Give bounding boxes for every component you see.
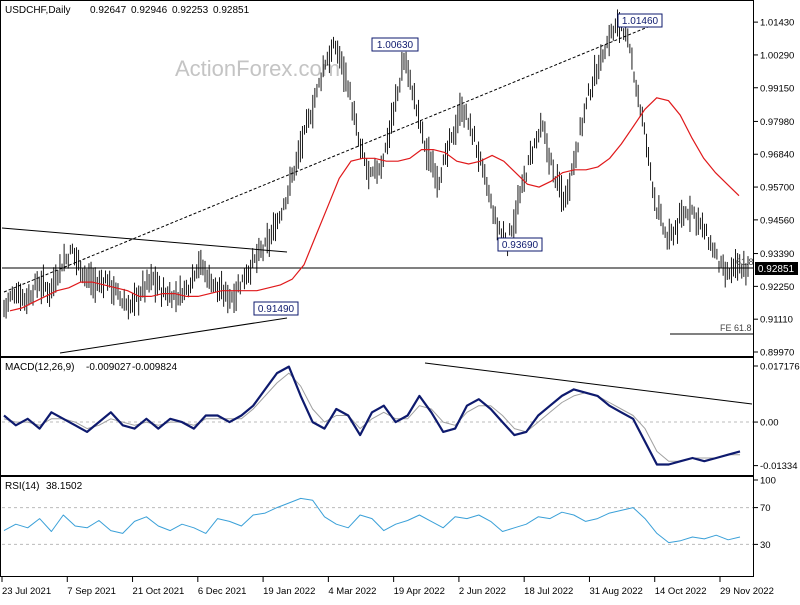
x-tick-label: 14 Oct 2022 (655, 586, 707, 597)
annotation-low-2021: 0.91490 (258, 304, 295, 315)
macd-header-label: MACD(12,26,9) (5, 362, 74, 373)
main-y-axis: 1.01430 1.00290 0.99150 0.97980 0.96840 0.957… (753, 18, 794, 359)
main-y-tick-label: 0.97980 (760, 117, 794, 128)
main-y-tick-label: 0.95700 (760, 183, 794, 194)
rsi-y-axis: 100 70 30 (753, 476, 776, 551)
main-header-close: 0.92851 (213, 5, 250, 16)
main-y-tick-label: 1.01430 (760, 18, 794, 29)
macd-y-tick-label: 0.017176 (760, 361, 800, 372)
macd-path (3, 365, 741, 466)
annotation-peak-apr-box (371, 37, 419, 52)
main-annotations: 0.91490 1.00630 1.01460 0.93690 FE 61.8 … (253, 13, 754, 333)
rsi-y-tick-label: 70 (760, 503, 771, 514)
rsi-header-label: RSI(14) (5, 481, 39, 492)
main-y-tick-label: 0.91110 (760, 315, 793, 326)
rsi-gridlines (2, 507, 753, 545)
x-tick-label: 21 Oct 2021 (133, 586, 185, 597)
annotation-low-aug-box (497, 237, 543, 252)
macd-header-value1: -0.009027 (86, 362, 131, 373)
main-y-tick-label: 0.92250 (760, 282, 794, 293)
annotation-peak-apr: 1.00630 (377, 40, 414, 51)
main-header-high: 0.92946 (131, 5, 168, 16)
x-axis: 23 Jul 2021 7 Sep 2021 21 Oct 2021 6 Dec 20… (1, 577, 774, 597)
trendline-upper-triangle (1, 227, 288, 253)
signal-path (3, 372, 740, 462)
annotation-low-2021-box (253, 301, 299, 316)
main-header-open: 0.92647 (90, 5, 127, 16)
main-trendlines (1, 21, 753, 354)
main-y-tick-label: 1.00290 (760, 50, 794, 61)
annotation-peak-oct: 1.01460 (622, 16, 659, 27)
main-y-tick-label: 0.99150 (760, 83, 794, 94)
x-tick-label: 19 Jan 2022 (263, 586, 315, 597)
x-tick-label: 7 Sep 2021 (67, 586, 116, 597)
macd-line (3, 365, 741, 466)
moving-average (9, 97, 740, 312)
macd-signal-line (3, 372, 740, 462)
x-tick-label: 31 Aug 2022 (589, 586, 642, 597)
rsi-header-value: 38.1502 (46, 481, 83, 492)
rsi-line (3, 497, 741, 544)
main-y-tick-label: 0.93390 (760, 249, 794, 260)
annotation-fe-label: FE 61.8 (720, 323, 752, 333)
trendline-lower-triangle (59, 317, 288, 354)
x-tick-label: 29 Nov 2022 (720, 586, 774, 597)
annotation-peak-oct-box (617, 13, 663, 28)
current-price-box (755, 262, 798, 275)
x-tick-label: 2 Jun 2022 (459, 586, 506, 597)
macd-y-tick-label: -0.01334 (760, 461, 798, 472)
rsi-y-tick-label: 100 (760, 476, 776, 487)
macd-y-tick-label: 0.00 (760, 418, 779, 429)
macd-trendline (424, 362, 753, 405)
annotation-low-aug: 0.93690 (502, 240, 539, 251)
x-tick-label: 4 Mar 2022 (328, 586, 376, 597)
main-y-tick-label: 0.89970 (760, 348, 794, 359)
macd-header-value2: -0.009824 (132, 362, 177, 373)
watermark: ActionForex.com (175, 56, 340, 81)
macd-y-axis: 0.017176 0.00 -0.01334 (753, 361, 800, 472)
rsi-path (3, 497, 741, 544)
x-tick-label: 23 Jul 2021 (2, 586, 51, 597)
x-tick-label: 6 Dec 2021 (198, 586, 247, 597)
ma-path (9, 97, 740, 312)
annotation-level-label: 61.8 (736, 257, 754, 267)
main-y-tick-label: 0.94560 (760, 215, 794, 226)
x-tick-label: 18 Jul 2022 (524, 586, 573, 597)
main-header-symbol: USDCHF,Daily (5, 5, 71, 16)
current-price-marker: 0.92851 (755, 262, 798, 275)
rsi-y-tick-label: 30 (760, 540, 771, 551)
current-price-label: 0.92851 (758, 264, 795, 275)
main-header-low: 0.92253 (172, 5, 209, 16)
main-y-tick-label: 0.96840 (760, 150, 794, 161)
x-tick-label: 19 Apr 2022 (394, 586, 445, 597)
rsi-panel-frame (0, 476, 754, 577)
trendline-dashed-channel (3, 21, 661, 293)
